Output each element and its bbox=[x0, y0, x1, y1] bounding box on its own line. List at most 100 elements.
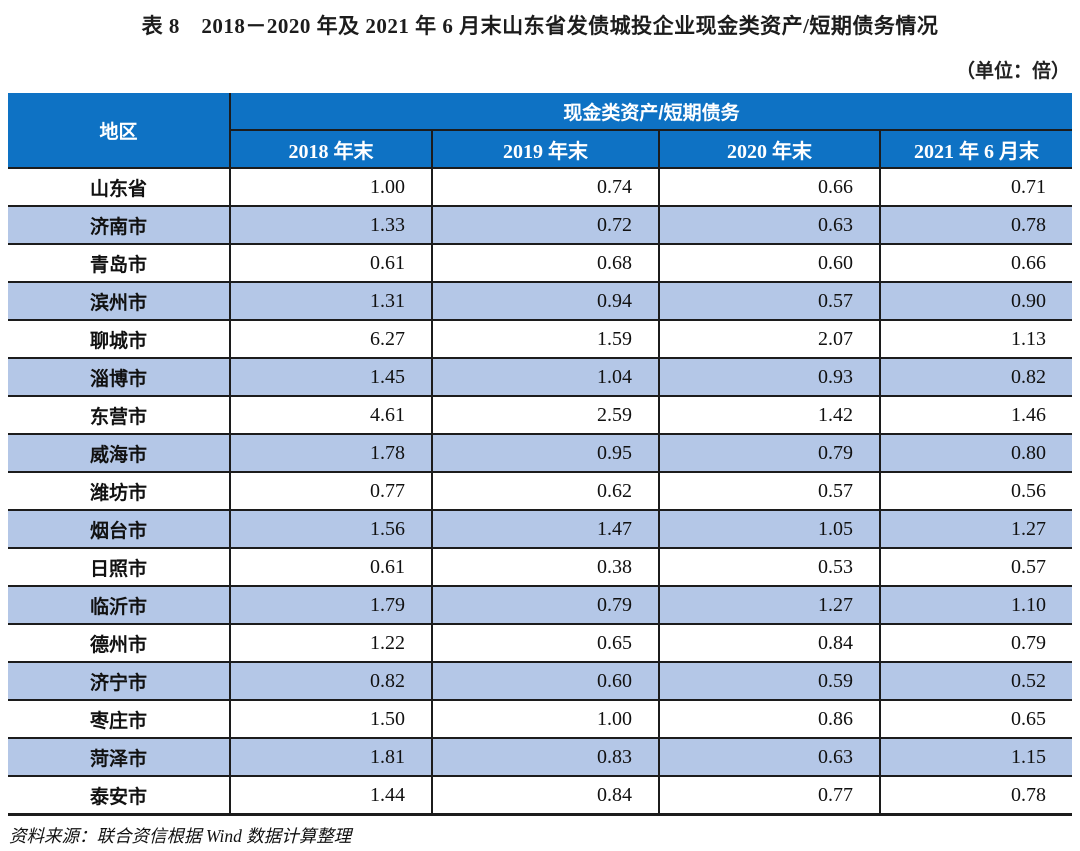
table-row: 日照市 0.61 0.38 0.53 0.57 bbox=[8, 548, 1073, 587]
value-cell: 1.31 bbox=[229, 282, 432, 321]
value-cell: 0.83 bbox=[431, 738, 659, 777]
value-cell: 0.86 bbox=[658, 700, 880, 739]
table-row: 淄博市 1.45 1.04 0.93 0.82 bbox=[8, 358, 1073, 397]
value-cell: 0.93 bbox=[658, 358, 880, 397]
value-cell: 1.33 bbox=[229, 206, 432, 245]
region-cell: 山东省 bbox=[8, 168, 230, 207]
value-cell: 0.63 bbox=[658, 738, 880, 777]
value-cell: 0.68 bbox=[431, 244, 659, 283]
value-cell: 0.52 bbox=[878, 662, 1073, 701]
value-cell: 0.65 bbox=[431, 624, 659, 663]
value-cell: 0.79 bbox=[878, 624, 1073, 663]
region-cell: 济宁市 bbox=[8, 662, 230, 701]
value-cell: 1.42 bbox=[658, 396, 880, 435]
region-cell: 日照市 bbox=[8, 548, 230, 587]
value-cell: 1.59 bbox=[431, 320, 659, 359]
region-cell: 德州市 bbox=[8, 624, 230, 663]
value-cell: 1.13 bbox=[878, 320, 1073, 359]
value-cell: 0.72 bbox=[431, 206, 659, 245]
value-cell: 0.95 bbox=[431, 434, 659, 473]
table-row: 枣庄市 1.50 1.00 0.86 0.65 bbox=[8, 700, 1073, 739]
value-cell: 0.38 bbox=[431, 548, 659, 587]
value-cell: 1.00 bbox=[431, 700, 659, 739]
value-cell: 0.94 bbox=[431, 282, 659, 321]
table-title: 表 8 2018－2020 年及 2021 年 6 月末山东省发债城投企业现金类… bbox=[141, 14, 939, 38]
value-cell: 1.00 bbox=[229, 168, 432, 207]
value-cell: 0.65 bbox=[878, 700, 1073, 739]
region-cell: 泰安市 bbox=[8, 776, 230, 816]
value-cell: 0.62 bbox=[431, 472, 659, 511]
table-row: 菏泽市 1.81 0.83 0.63 1.15 bbox=[8, 738, 1073, 777]
value-cell: 0.78 bbox=[878, 206, 1073, 245]
value-cell: 0.61 bbox=[229, 244, 432, 283]
region-cell: 枣庄市 bbox=[8, 700, 230, 739]
value-cell: 1.50 bbox=[229, 700, 432, 739]
value-cell: 1.47 bbox=[431, 510, 659, 549]
value-cell: 0.90 bbox=[878, 282, 1073, 321]
value-cell: 2.59 bbox=[431, 396, 659, 435]
value-cell: 0.80 bbox=[878, 434, 1073, 473]
table-row: 聊城市 6.27 1.59 2.07 1.13 bbox=[8, 320, 1073, 359]
value-cell: 2.07 bbox=[658, 320, 880, 359]
value-cell: 1.05 bbox=[658, 510, 880, 549]
value-cell: 0.78 bbox=[878, 776, 1073, 816]
region-cell: 临沂市 bbox=[8, 586, 230, 625]
region-column-header: 地区 bbox=[8, 93, 230, 169]
value-cell: 0.57 bbox=[658, 472, 880, 511]
value-cell: 1.27 bbox=[658, 586, 880, 625]
table-row: 威海市 1.78 0.95 0.79 0.80 bbox=[8, 434, 1073, 473]
region-cell: 潍坊市 bbox=[8, 472, 230, 511]
value-cell: 1.78 bbox=[229, 434, 432, 473]
source-note: 资料来源：联合资信根据 Wind 数据计算整理 bbox=[9, 826, 352, 846]
value-cell: 0.66 bbox=[878, 244, 1073, 283]
value-cell: 1.45 bbox=[229, 358, 432, 397]
period-header-2020: 2020 年末 bbox=[658, 130, 880, 169]
value-cell: 0.60 bbox=[431, 662, 659, 701]
table-row: 滨州市 1.31 0.94 0.57 0.90 bbox=[8, 282, 1073, 321]
value-cell: 0.63 bbox=[658, 206, 880, 245]
region-cell: 济南市 bbox=[8, 206, 230, 245]
region-cell: 烟台市 bbox=[8, 510, 230, 549]
unit-note: （单位：倍） bbox=[955, 61, 1070, 82]
table-row: 临沂市 1.79 0.79 1.27 1.10 bbox=[8, 586, 1073, 625]
value-cell: 6.27 bbox=[229, 320, 432, 359]
value-cell: 0.57 bbox=[658, 282, 880, 321]
value-cell: 1.46 bbox=[878, 396, 1073, 435]
table-header: 地区 现金类资产/短期债务 2018 年末 2019 年末 2020 年末 20… bbox=[8, 93, 1073, 169]
table-row: 德州市 1.22 0.65 0.84 0.79 bbox=[8, 624, 1073, 663]
value-cell: 0.82 bbox=[878, 358, 1073, 397]
header-row-group: 地区 现金类资产/短期债务 bbox=[8, 93, 1073, 169]
region-cell: 聊城市 bbox=[8, 320, 230, 359]
value-cell: 4.61 bbox=[229, 396, 432, 435]
table-row: 济宁市 0.82 0.60 0.59 0.52 bbox=[8, 662, 1073, 701]
value-cell: 0.79 bbox=[431, 586, 659, 625]
value-cell: 0.60 bbox=[658, 244, 880, 283]
value-cell: 1.79 bbox=[229, 586, 432, 625]
region-cell: 菏泽市 bbox=[8, 738, 230, 777]
value-cell: 0.53 bbox=[658, 548, 880, 587]
value-cell: 1.81 bbox=[229, 738, 432, 777]
value-cell: 0.71 bbox=[878, 168, 1073, 207]
table-row: 山东省 1.00 0.74 0.66 0.71 bbox=[8, 168, 1073, 207]
table-row: 济南市 1.33 0.72 0.63 0.78 bbox=[8, 206, 1073, 245]
region-cell: 淄博市 bbox=[8, 358, 230, 397]
value-cell: 0.84 bbox=[658, 624, 880, 663]
value-cell: 1.44 bbox=[229, 776, 432, 816]
value-cell: 0.61 bbox=[229, 548, 432, 587]
value-cell: 0.59 bbox=[658, 662, 880, 701]
region-cell: 滨州市 bbox=[8, 282, 230, 321]
group-header: 现金类资产/短期债务 bbox=[228, 93, 1073, 131]
data-table: 地区 现金类资产/短期债务 2018 年末 2019 年末 2020 年末 20… bbox=[8, 93, 1073, 816]
value-cell: 0.77 bbox=[658, 776, 880, 816]
region-cell: 威海市 bbox=[8, 434, 230, 473]
table-row: 泰安市 1.44 0.84 0.77 0.78 bbox=[8, 776, 1073, 816]
table-row: 烟台市 1.56 1.47 1.05 1.27 bbox=[8, 510, 1073, 549]
value-cell: 1.27 bbox=[878, 510, 1073, 549]
table-body: 山东省 1.00 0.74 0.66 0.71 济南市 1.33 0.72 0.63 0.78 青岛… bbox=[8, 168, 1073, 816]
value-cell: 1.15 bbox=[878, 738, 1073, 777]
table-row: 潍坊市 0.77 0.62 0.57 0.56 bbox=[8, 472, 1073, 511]
value-cell: 0.77 bbox=[229, 472, 432, 511]
region-cell: 东营市 bbox=[8, 396, 230, 435]
value-cell: 1.56 bbox=[229, 510, 432, 549]
